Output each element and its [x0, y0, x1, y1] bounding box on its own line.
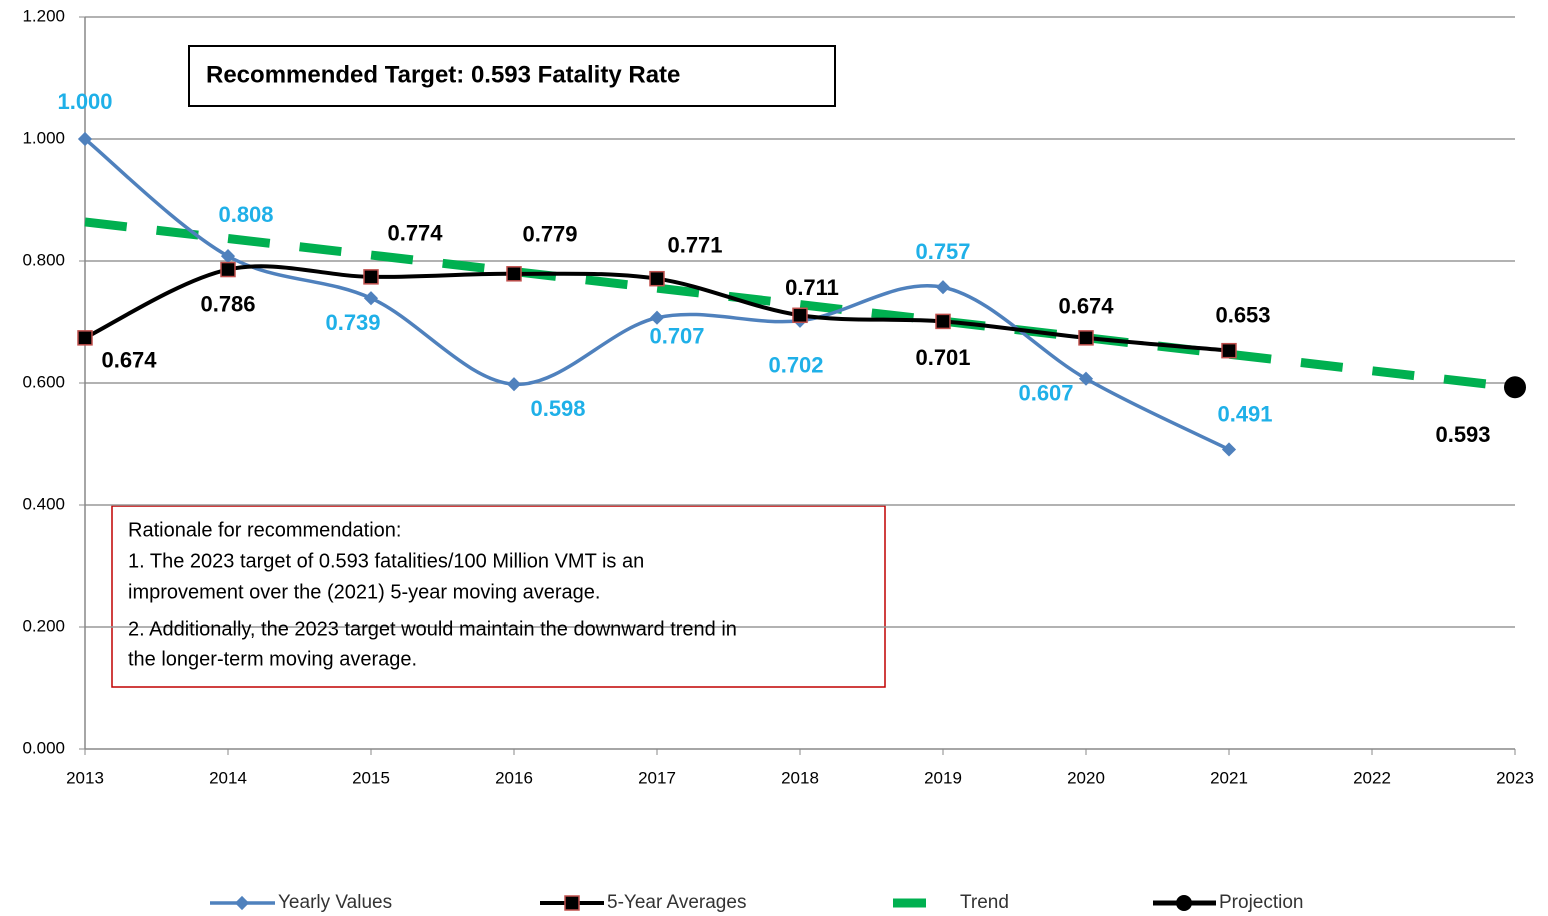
x-tick-label: 2016	[495, 768, 533, 787]
data-label: 0.739	[325, 310, 380, 335]
data-label: 0.702	[768, 353, 823, 378]
square-marker	[77, 330, 93, 346]
y-tick-label: 0.600	[22, 372, 65, 391]
rationale-line: 1. The 2023 target of 0.593 fatalities/1…	[128, 550, 644, 572]
legend-swatch	[234, 895, 250, 911]
x-tick-label: 2023	[1496, 768, 1534, 787]
y-tick-label: 0.200	[22, 616, 65, 635]
legend-label: Projection	[1219, 892, 1304, 913]
x-tick-label: 2015	[352, 768, 390, 787]
data-label: 0.774	[387, 221, 443, 246]
legend-label: Trend	[960, 892, 1009, 913]
legend-label: Yearly Values	[278, 892, 392, 913]
x-tick-label: 2014	[209, 768, 247, 787]
diamond-marker	[506, 377, 522, 392]
diamond-marker	[649, 310, 665, 325]
data-label: 0.808	[218, 202, 273, 227]
data-label: 0.598	[530, 396, 585, 421]
diamond-marker	[1221, 442, 1237, 457]
rationale-line: Rationale for recommendation:	[128, 519, 401, 541]
square-marker	[792, 307, 808, 324]
square-marker	[1221, 342, 1237, 359]
square-marker	[1078, 330, 1094, 346]
data-label: 0.491	[1217, 401, 1272, 426]
grid	[85, 16, 1515, 628]
square-marker	[935, 313, 951, 330]
target-text: Recommended Target: 0.593 Fatality Rate	[206, 61, 680, 88]
data-label: 0.786	[200, 291, 255, 316]
diamond-marker	[363, 291, 379, 306]
rationale-box	[111, 505, 886, 688]
target-box	[188, 45, 836, 107]
data-label: 1.000	[57, 89, 112, 114]
y-tick-label: 0.400	[22, 494, 65, 513]
data-label: 0.593	[1435, 422, 1490, 447]
x-tick-label: 2018	[781, 768, 819, 787]
rationale-line: improvement over the (2021) 5-year movin…	[128, 581, 600, 603]
legend-swatch	[1176, 895, 1192, 911]
data-label: 0.711	[785, 275, 839, 300]
diamond-marker	[935, 280, 951, 295]
data-label: 0.771	[667, 233, 722, 258]
diamond-marker	[1078, 371, 1094, 386]
legend-swatch	[564, 895, 580, 911]
data-label: 0.707	[649, 324, 704, 349]
square-marker	[506, 266, 522, 282]
legend-label: 5-Year Averages	[607, 892, 746, 913]
diamond-marker	[220, 249, 236, 264]
data-label: 0.779	[522, 222, 577, 247]
x-tick-label: 2022	[1353, 768, 1391, 787]
data-label: 0.653	[1215, 302, 1270, 327]
data-label: 0.757	[915, 239, 970, 264]
y-tick-label: 0.000	[22, 738, 65, 757]
square-marker	[363, 269, 379, 285]
trend-line	[84, 217, 1516, 392]
x-tick-label: 2017	[638, 768, 676, 787]
data-label: 0.607	[1018, 381, 1073, 406]
square-marker	[220, 261, 236, 278]
data-label: 0.701	[915, 345, 970, 370]
projection-marker	[1504, 376, 1526, 399]
y-tick-label: 0.800	[22, 250, 65, 269]
rationale-line: the longer-term moving average.	[128, 648, 417, 670]
data-label: 0.674	[101, 348, 157, 373]
x-tick-label: 2013	[66, 768, 104, 787]
rationale-line: 2. Additionally, the 2023 target would m…	[128, 618, 737, 640]
x-tick-label: 2020	[1067, 768, 1105, 787]
square-marker	[649, 270, 665, 287]
y-tick-label: 1.200	[22, 6, 65, 25]
data-label: 0.674	[1058, 294, 1114, 319]
x-tick-label: 2021	[1210, 768, 1248, 787]
y-tick-label: 1.000	[22, 128, 65, 147]
x-tick-label: 2019	[924, 768, 962, 787]
